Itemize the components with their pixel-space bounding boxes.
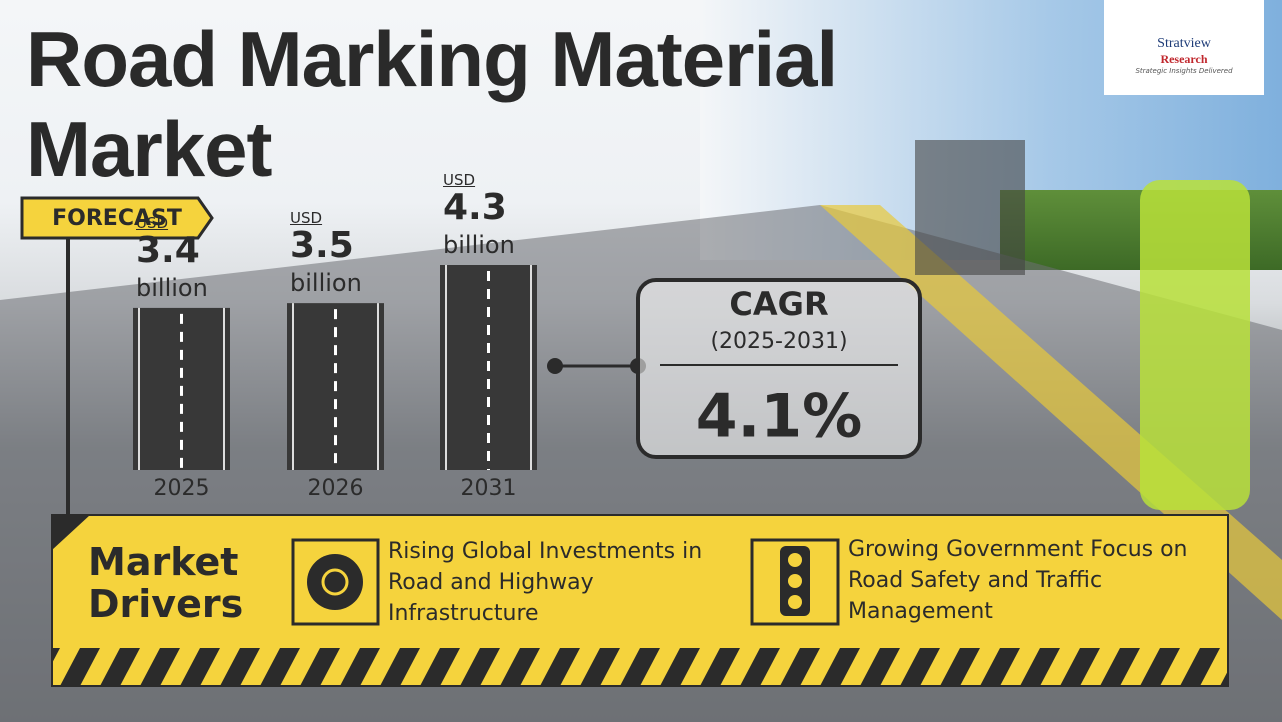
logo-name: Stratview [1157, 36, 1211, 51]
panel-notch [52, 515, 90, 550]
hazard-stripes [52, 648, 1228, 686]
stripe [860, 648, 900, 686]
worker [1140, 180, 1250, 510]
value-label: 4.3 [443, 187, 507, 228]
driver-text: Growing Government Focus on Road Safety … [848, 537, 1188, 624]
stripe [1220, 670, 1228, 686]
stripe [1180, 648, 1220, 686]
truck [915, 140, 1025, 275]
stripe [1100, 648, 1140, 686]
stripe [820, 648, 860, 686]
unit-suffix: billion [290, 269, 362, 298]
unit-prefix: USD [290, 209, 323, 228]
coin-icon [321, 568, 349, 596]
cagr-period: (2025-2031) [710, 329, 847, 354]
stripe [180, 648, 220, 686]
light [788, 574, 802, 588]
value-label: 3.5 [290, 225, 354, 267]
logo-tagline: Strategic Insights Delivered [1135, 67, 1233, 75]
stripe [780, 648, 820, 686]
driver-text: Rising Global Investments in Road and Hi… [388, 539, 703, 626]
stripe [60, 648, 100, 686]
stripe [580, 648, 620, 686]
stripe [1020, 648, 1060, 686]
stripe [620, 648, 660, 686]
forecast-tag [20, 196, 214, 240]
stripe [940, 648, 980, 686]
stripe [1060, 648, 1100, 686]
unit-suffix: billion [443, 231, 515, 259]
value-label: 3.4 [136, 229, 200, 271]
stripe [900, 648, 940, 686]
drivers-heading: Market Drivers [88, 540, 243, 626]
stripe [100, 648, 140, 686]
cagr-value: 4.1% [696, 382, 862, 452]
stripe [460, 648, 500, 686]
stripe [220, 648, 260, 686]
connector-dot [547, 358, 563, 374]
stripe [260, 648, 300, 686]
stripe [380, 648, 420, 686]
light [788, 595, 802, 609]
light [788, 553, 802, 567]
stripe [340, 648, 380, 686]
logo-sub: Research [1160, 52, 1208, 66]
cagr-box [636, 278, 922, 459]
stripe [540, 648, 580, 686]
forecast-label: FORECAST [52, 206, 182, 231]
stripe [300, 648, 340, 686]
stripe [140, 648, 180, 686]
unit-prefix: USD [136, 213, 169, 232]
icon-box [291, 538, 380, 626]
cagr-label: CAGR [729, 285, 828, 323]
unit-suffix: billion [136, 273, 208, 302]
x-tick-label: 2026 [308, 476, 364, 501]
icon-box [750, 538, 840, 626]
stripe [980, 648, 1020, 686]
unit-prefix: USD [443, 171, 476, 189]
stripe [500, 648, 540, 686]
logo: Stratview Research Strategic Insights De… [1104, 0, 1264, 95]
stripe [52, 648, 60, 664]
stripe [420, 648, 460, 686]
stripe [1140, 648, 1180, 686]
globe-icon [307, 554, 363, 610]
x-tick-label: 2025 [154, 476, 210, 501]
stripe [660, 648, 700, 686]
stripe [740, 648, 780, 686]
stripe [700, 648, 740, 686]
x-tick-label: 2031 [461, 476, 517, 501]
title: Road Marking Material Market [26, 15, 838, 193]
